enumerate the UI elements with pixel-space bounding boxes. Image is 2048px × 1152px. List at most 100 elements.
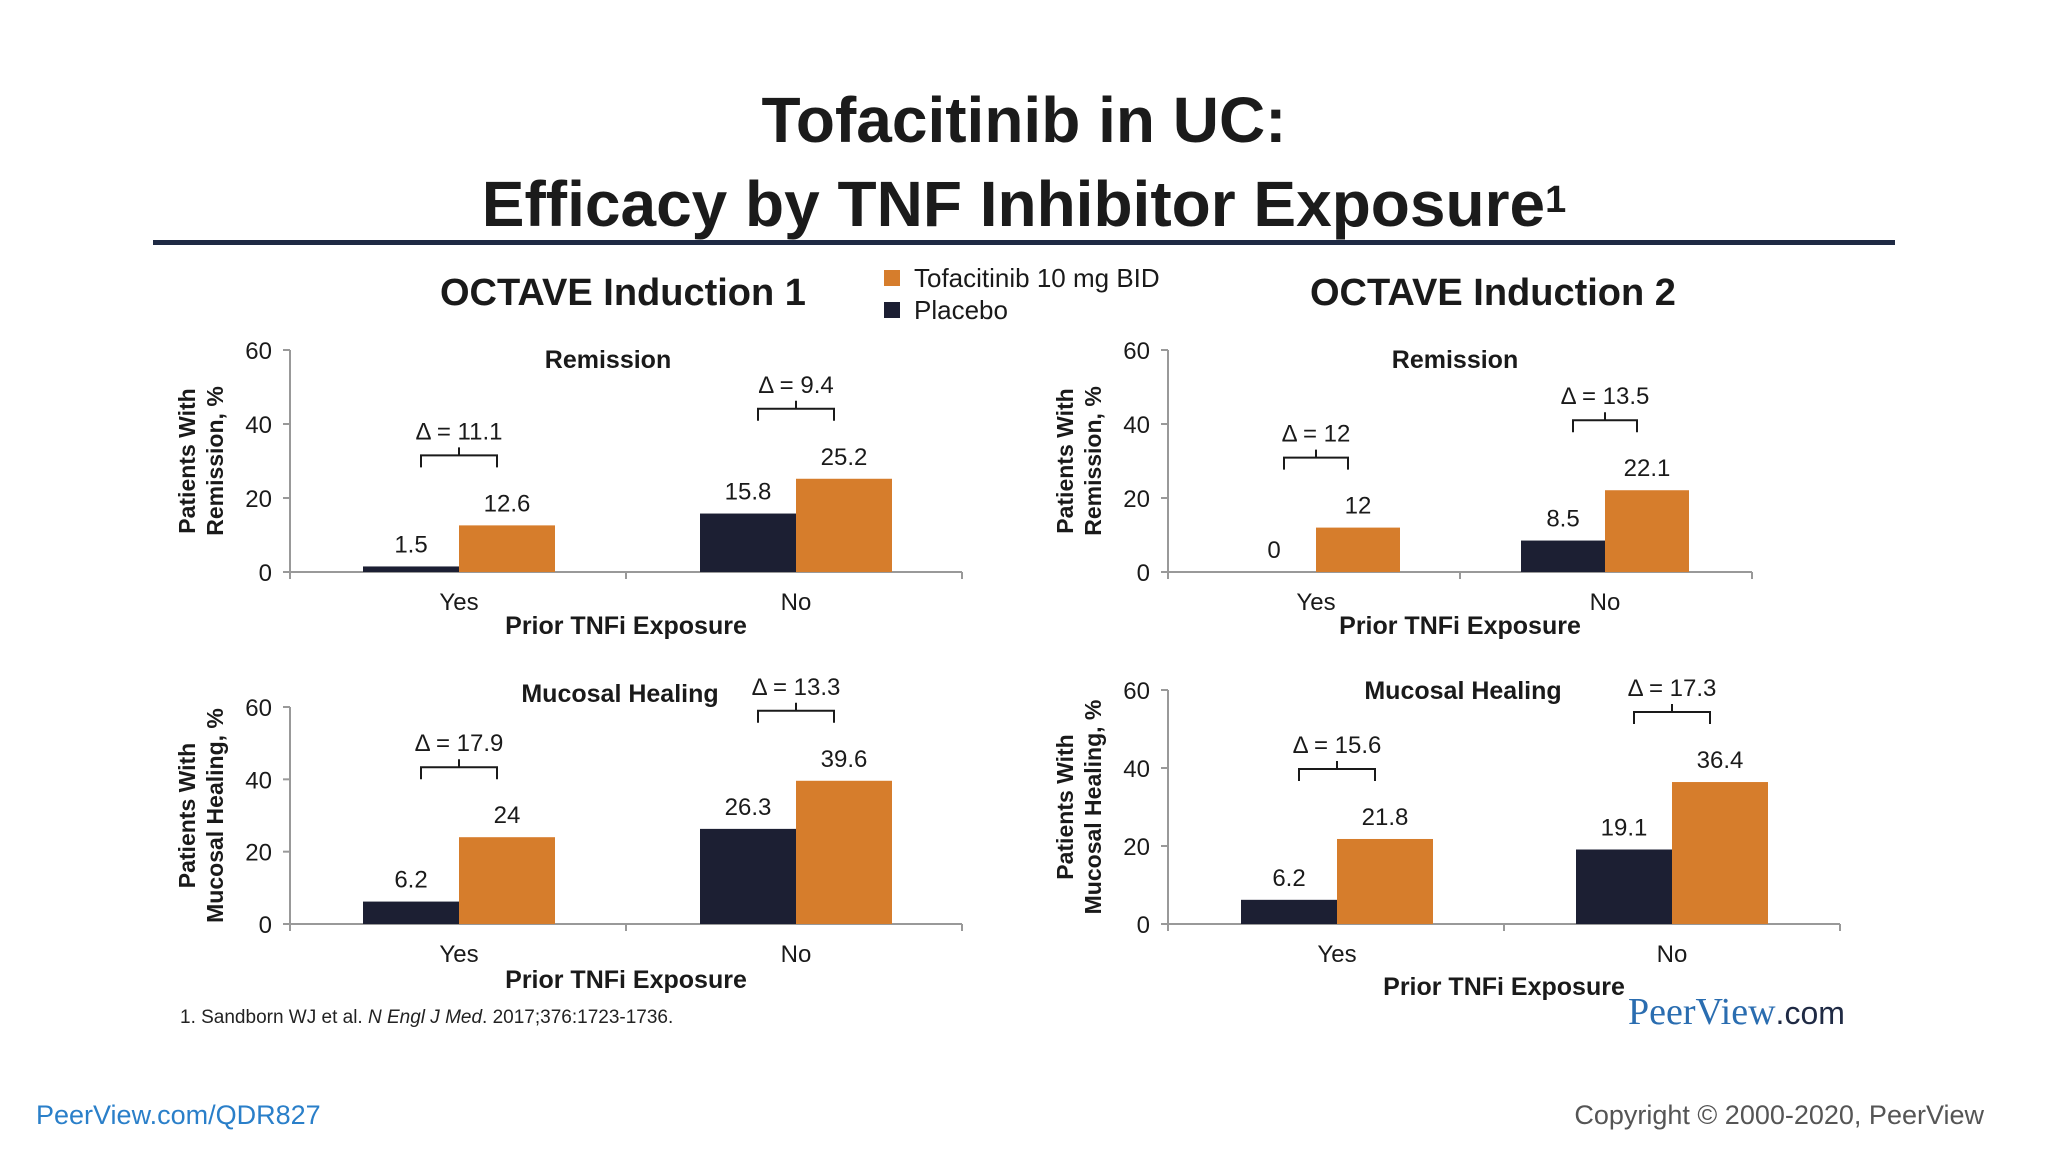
induction1-remission-delta-label-no: Δ = 9.4	[758, 372, 833, 399]
induction2-mucosal-healing-value-label-placebo-yes: 6.2	[1272, 865, 1305, 892]
induction1-remission-delta-bracket-no	[757, 400, 835, 421]
legend-label-tofacitinib: Tofacitinib 10 mg BID	[914, 262, 1160, 293]
induction1-remission-bar-placebo-yes	[363, 566, 459, 572]
footnote: 1. Sandborn WJ et al. N Engl J Med. 2017…	[180, 1007, 673, 1029]
induction2-mucosal-healing-category-label-yes: Yes	[1317, 941, 1356, 968]
induction2-mucosal-healing-delta-bracket-yes	[1298, 760, 1376, 781]
induction2-mucosal-healing-value-label-tofacitinib-no: 36.4	[1697, 747, 1744, 774]
brand-name: PeerView	[1628, 991, 1776, 1033]
legend-swatch-placebo	[884, 302, 900, 318]
induction2-mucosal-healing-bar-tofacitinib-yes	[1337, 838, 1433, 924]
bottom-link[interactable]: PeerView.com/QDR827	[36, 1100, 321, 1130]
legend-swatch-tofacitinib	[884, 270, 900, 286]
induction1-mucosal-healing-bar-placebo-no	[700, 828, 796, 924]
panel-heading-induction-2: OCTAVE Induction 2	[1310, 272, 1676, 314]
induction1-mucosal-healing-bar-tofacitinib-no	[796, 780, 892, 924]
induction1-mucosal-healing-chart-title: Mucosal Healing	[521, 680, 718, 708]
induction1-remission-delta-bracket-yes	[420, 447, 498, 468]
induction1-remission-y-tick-label-0: 0	[259, 560, 272, 587]
induction1-mucosal-healing-category-label-no: No	[781, 941, 812, 968]
induction1-remission-x-axis-label: Prior TNFi Exposure	[505, 612, 747, 640]
induction1-remission-y-axis-label-line-1: Patients With	[174, 388, 200, 533]
induction2-mucosal-healing-y-axis-label-line-1: Patients With	[1052, 734, 1078, 879]
induction1-remission-y-tick-label-60: 60	[245, 338, 272, 365]
induction2-remission-y-axis-label-line-2: Remission, %	[1080, 386, 1106, 536]
induction2-mucosal-healing-y-tick-label-20: 20	[1123, 834, 1150, 861]
induction2-mucosal-healing-x-axis-label: Prior TNFi Exposure	[1383, 973, 1625, 1001]
induction2-mucosal-healing-y-tick-label-60: 60	[1123, 678, 1150, 705]
induction1-remission-value-label-placebo-no: 15.8	[725, 479, 772, 506]
induction2-remission-y-axis-label-line-1: Patients With	[1052, 388, 1078, 533]
brand-tld: .com	[1775, 995, 1845, 1031]
induction2-remission-chart-title: Remission	[1392, 346, 1518, 374]
induction2-remission-y-tick-label-60: 60	[1123, 338, 1150, 365]
induction1-remission-chart-title: Remission	[545, 346, 671, 374]
induction2-mucosal-healing-category-label-no: No	[1657, 941, 1688, 968]
induction1-remission-y-axis-label-line-2: Remission, %	[202, 386, 228, 536]
legend-label-placebo: Placebo	[914, 294, 1008, 325]
induction2-remission-bar-tofacitinib-yes	[1316, 527, 1400, 572]
induction1-mucosal-healing-value-label-tofacitinib-no: 39.6	[821, 746, 868, 773]
induction2-mucosal-healing-bar-tofacitinib-no	[1672, 782, 1768, 924]
title-line-2-text: Efficacy by TNF Inhibitor Exposure	[481, 168, 1546, 240]
footnote-prefix: 1. Sandborn WJ et al.	[180, 1007, 368, 1028]
induction2-remission-delta-bracket-no	[1572, 412, 1638, 433]
chart-legend: Tofacitinib 10 mg BID Placebo	[884, 262, 1160, 326]
induction2-remission-value-label-tofacitinib-no: 22.1	[1624, 455, 1671, 482]
induction1-mucosal-healing-category-label-yes: Yes	[439, 941, 478, 968]
induction2-remission-value-label-placebo-no: 8.5	[1546, 506, 1579, 533]
induction1-mucosal-healing-delta-bracket-no	[757, 702, 835, 723]
title-divider	[153, 240, 1895, 245]
induction2-remission-delta-label-yes: Δ = 12	[1282, 421, 1351, 448]
induction2-remission-category-label-no: No	[1590, 589, 1621, 616]
induction2-mucosal-healing-bar-placebo-yes	[1241, 899, 1337, 924]
induction1-mucosal-healing-delta-label-yes: Δ = 17.9	[415, 730, 504, 757]
induction1-remission-bar-tofacitinib-yes	[459, 525, 555, 572]
induction1-remission-bar-placebo-no	[700, 513, 796, 572]
induction2-mucosal-healing-chart-title: Mucosal Healing	[1364, 677, 1561, 705]
induction2-remission-y-tick-label-40: 40	[1123, 412, 1150, 439]
induction2-mucosal-healing-y-tick-label-40: 40	[1123, 756, 1150, 783]
legend-item-placebo: Placebo	[884, 294, 1160, 326]
induction1-mucosal-healing-y-tick-label-20: 20	[245, 840, 272, 867]
induction1-mucosal-healing-y-axis-label-line-2: Mucosal Healing, %	[202, 708, 228, 923]
induction1-remission-delta-label-yes: Δ = 11.1	[416, 418, 503, 445]
induction1-mucosal-healing-x-axis-label: Prior TNFi Exposure	[505, 966, 747, 994]
induction1-remission-bar-tofacitinib-no	[796, 478, 892, 572]
induction2-mucosal-healing-delta-label-yes: Δ = 15.6	[1293, 732, 1382, 759]
induction1-remission-category-label-yes: Yes	[439, 589, 478, 616]
induction2-remission-x-axis-label: Prior TNFi Exposure	[1339, 612, 1581, 640]
induction2-mucosal-healing-value-label-tofacitinib-yes: 21.8	[1362, 804, 1409, 831]
induction2-mucosal-healing-delta-label-no: Δ = 17.3	[1628, 675, 1717, 702]
title-superscript: 1	[1545, 179, 1567, 221]
induction2-remission-delta-label-no: Δ = 13.5	[1561, 383, 1650, 410]
induction2-remission-y-tick-label-20: 20	[1123, 486, 1150, 513]
induction1-remission-y-tick-label-40: 40	[245, 412, 272, 439]
induction2-remission-bar-tofacitinib-no	[1605, 490, 1689, 572]
induction1-mucosal-healing-bar-tofacitinib-yes	[459, 837, 555, 924]
induction1-mucosal-healing-y-tick-label-40: 40	[245, 767, 272, 794]
footnote-journal: N Engl J Med	[368, 1007, 483, 1028]
induction2-mucosal-healing-delta-bracket-no	[1633, 704, 1711, 725]
induction1-mucosal-healing-y-axis-label-line-1: Patients With	[174, 743, 200, 888]
induction2-remission-bar-placebo-no	[1521, 540, 1605, 572]
induction2-remission-y-tick-label-0: 0	[1137, 560, 1150, 587]
panel-heading-induction-1: OCTAVE Induction 1	[440, 272, 806, 314]
induction1-remission-value-label-tofacitinib-no: 25.2	[821, 444, 868, 471]
induction1-remission-value-label-placebo-yes: 1.5	[394, 531, 427, 558]
induction2-remission-category-label-yes: Yes	[1296, 589, 1335, 616]
induction1-mucosal-healing-value-label-placebo-yes: 6.2	[394, 867, 427, 894]
induction1-remission-value-label-tofacitinib-yes: 12.6	[484, 490, 531, 517]
induction1-remission-y-tick-label-20: 20	[245, 486, 272, 513]
footnote-suffix: . 2017;376:1723-1736.	[482, 1007, 674, 1028]
induction2-mucosal-healing-y-tick-label-0: 0	[1137, 912, 1150, 939]
title-line-1: Tofacitinib in UC:	[761, 84, 1287, 156]
copyright-notice: Copyright © 2000-2020, PeerView	[1574, 1100, 1984, 1130]
induction2-remission-delta-bracket-yes	[1283, 449, 1349, 470]
induction2-mucosal-healing-bar-placebo-no	[1576, 849, 1672, 924]
induction1-mucosal-healing-delta-bracket-yes	[420, 759, 498, 780]
induction2-remission-value-label-tofacitinib-yes: 12	[1345, 493, 1372, 520]
slide-title: Tofacitinib in UC: Efficacy by TNF Inhib…	[0, 78, 2048, 246]
induction1-mucosal-healing-value-label-tofacitinib-yes: 24	[494, 802, 521, 829]
induction2-mucosal-healing-y-axis-label-line-2: Mucosal Healing, %	[1080, 700, 1106, 915]
